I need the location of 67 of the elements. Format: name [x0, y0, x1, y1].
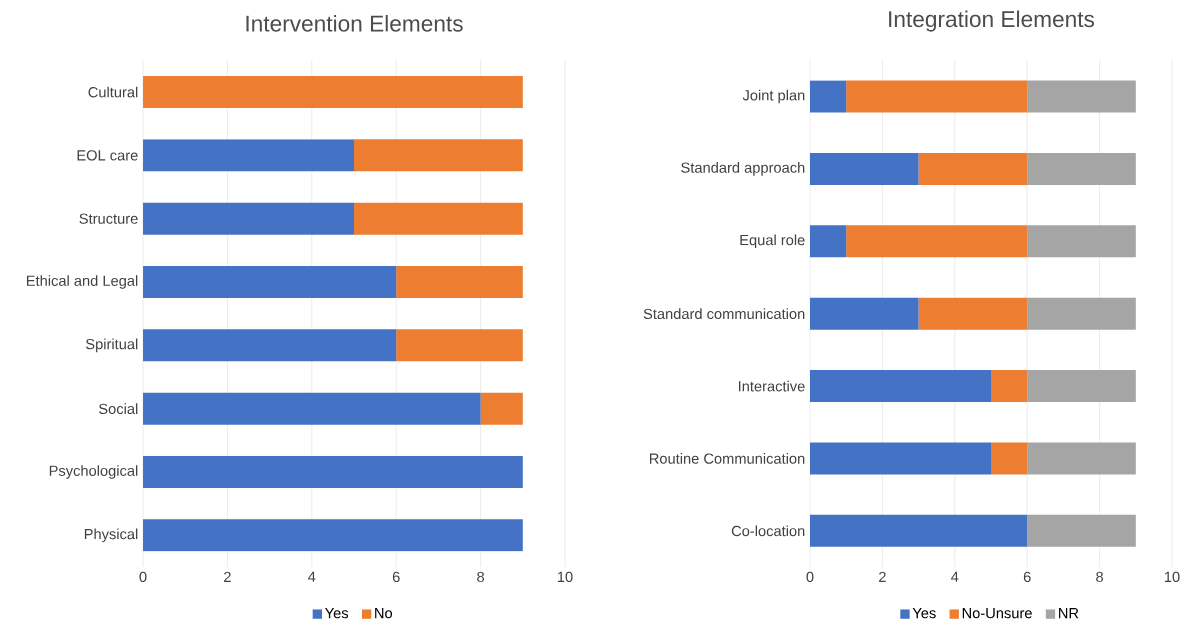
y-tick-label: EOL care — [77, 150, 138, 161]
bar — [396, 329, 523, 362]
y-tick-label: Structure — [79, 213, 138, 224]
bar — [991, 370, 1028, 403]
legend-label: Yes — [912, 608, 936, 619]
y-tick-label: Standard approach — [681, 162, 805, 176]
y-tick-label: Physical — [84, 528, 138, 543]
y-tick-label: Equal role — [740, 234, 805, 249]
bar — [354, 139, 523, 172]
bar — [810, 152, 919, 185]
bar — [143, 392, 481, 425]
bar — [143, 139, 355, 172]
x-tick-label: 8 — [1096, 571, 1104, 583]
bar — [918, 297, 1028, 330]
y-tick-label: Interactive — [738, 380, 805, 392]
y-tick-label: Joint plan — [742, 89, 805, 104]
y-tick-label: Spiritual — [85, 338, 138, 353]
bar — [143, 266, 397, 298]
bar — [846, 225, 1028, 258]
y-tick-label: Psychological — [49, 465, 138, 479]
bar — [810, 442, 991, 475]
x-tick-label: 4 — [951, 571, 959, 582]
bar — [991, 442, 1028, 475]
bar — [810, 225, 847, 258]
bar — [810, 370, 991, 403]
legend-label: No-Unsure — [962, 608, 1032, 619]
x-tick-label: 6 — [392, 571, 400, 583]
bar — [810, 514, 1028, 547]
bar — [1027, 514, 1136, 547]
bar — [143, 455, 523, 488]
bar — [1027, 370, 1136, 403]
legend-label: No — [375, 608, 393, 619]
bar — [143, 329, 397, 362]
bar — [480, 392, 523, 425]
x-tick-label: 2 — [879, 571, 886, 582]
legend-label: Yes — [324, 608, 349, 619]
x-tick-label: 0 — [806, 571, 814, 583]
bar — [810, 297, 919, 330]
y-tick-label: Social — [99, 403, 138, 415]
x-tick-label: 10 — [557, 571, 573, 583]
y-tick-label: Ethical and Legal — [26, 275, 138, 289]
bar — [1027, 442, 1136, 475]
chart-title: Intervention Elements — [246, 15, 463, 32]
x-tick-label: 0 — [139, 571, 147, 583]
bar — [810, 80, 847, 113]
bar — [143, 76, 523, 109]
chart-title: Integration Elements — [889, 10, 1095, 32]
bar — [1027, 297, 1136, 330]
bar — [1027, 80, 1136, 113]
bar — [143, 202, 355, 235]
bar — [918, 152, 1028, 185]
y-tick-label: Routine Communication — [649, 453, 805, 464]
bar — [354, 202, 523, 235]
legend-label: NR — [1059, 608, 1079, 619]
x-tick-label: 4 — [308, 571, 316, 582]
bar — [1027, 152, 1136, 185]
bar — [846, 80, 1028, 113]
x-tick-label: 6 — [1023, 571, 1031, 583]
y-tick-label: Standard communication — [643, 308, 805, 320]
x-tick-label: 2 — [224, 571, 231, 582]
bar — [1027, 225, 1136, 258]
y-tick-label: Cultural — [88, 86, 138, 98]
bar — [396, 266, 523, 298]
x-tick-label: 10 — [1164, 571, 1180, 583]
bar — [143, 519, 523, 552]
y-tick-label: Co-location — [731, 525, 805, 537]
x-tick-label: 8 — [477, 571, 485, 583]
